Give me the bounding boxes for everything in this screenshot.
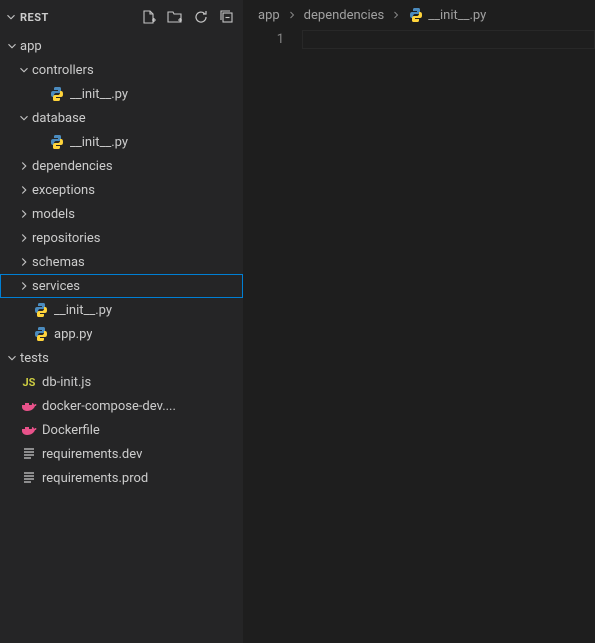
chevron-right-icon[interactable] <box>16 230 32 246</box>
twisty-spacer <box>4 446 20 462</box>
collapse-all-icon[interactable] <box>219 9 235 25</box>
python-file-icon <box>32 302 50 318</box>
file-item[interactable]: Dockerfile <box>0 418 243 442</box>
folder-item[interactable]: controllers <box>0 58 243 82</box>
refresh-icon[interactable] <box>193 9 209 25</box>
explorer-title: REST <box>20 11 141 24</box>
breadcrumb-item[interactable]: dependencies <box>304 8 385 23</box>
folder-item[interactable]: exceptions <box>0 178 243 202</box>
docker-file-icon <box>20 398 38 414</box>
tree-item-label: tests <box>20 351 49 366</box>
tree-item-label: docker-compose-dev.... <box>42 399 176 414</box>
python-file-icon <box>48 134 66 150</box>
js-file-icon: JS <box>20 374 38 390</box>
folder-item[interactable]: app <box>0 34 243 58</box>
tree-item-label: app.py <box>54 327 92 342</box>
file-item[interactable]: requirements.prod <box>0 466 243 490</box>
chevron-down-icon[interactable] <box>16 62 32 78</box>
tree-item-label: database <box>32 111 86 126</box>
docker-file-icon <box>20 422 38 438</box>
breadcrumb-item[interactable]: __init__.py <box>408 7 486 23</box>
file-item[interactable]: requirements.dev <box>0 442 243 466</box>
folder-item[interactable]: services <box>0 274 243 298</box>
tree-item-label: repositories <box>32 231 100 246</box>
chevron-right-icon[interactable] <box>16 254 32 270</box>
editor-content[interactable] <box>302 30 595 643</box>
editor-body[interactable]: 1 <box>244 30 595 643</box>
explorer-actions <box>141 9 235 25</box>
tree-item-label: dependencies <box>32 159 113 174</box>
file-item[interactable]: JS db-init.js <box>0 370 243 394</box>
twisty-spacer <box>32 134 48 150</box>
folder-item[interactable]: tests <box>0 346 243 370</box>
chevron-right-icon[interactable] <box>16 278 32 294</box>
tree-item-label: services <box>32 279 80 294</box>
text-file-icon <box>20 446 38 462</box>
file-item[interactable]: docker-compose-dev.... <box>0 394 243 418</box>
twisty-spacer <box>4 374 20 390</box>
folder-item[interactable]: schemas <box>0 250 243 274</box>
folder-item[interactable]: dependencies <box>0 154 243 178</box>
tree-item-label: __init__.py <box>70 87 128 102</box>
breadcrumb-label: __init__.py <box>428 8 486 23</box>
new-folder-icon[interactable] <box>167 9 183 25</box>
chevron-right-icon[interactable] <box>16 182 32 198</box>
file-item[interactable]: __init__.py <box>0 82 243 106</box>
breadcrumb-separator-icon <box>390 9 402 21</box>
folder-item[interactable]: repositories <box>0 226 243 250</box>
tree-item-label: requirements.prod <box>42 471 148 486</box>
chevron-down-icon[interactable] <box>16 110 32 126</box>
python-file-icon <box>32 326 50 342</box>
twisty-spacer <box>4 398 20 414</box>
line-number: 1 <box>244 32 284 47</box>
twisty-spacer <box>4 422 20 438</box>
tree-item-label: db-init.js <box>42 375 91 390</box>
breadcrumb-item[interactable]: app <box>258 8 280 23</box>
twisty-spacer <box>16 302 32 318</box>
explorer-sidebar: REST app controllers __init__.py database __… <box>0 0 243 643</box>
file-item[interactable]: __init__.py <box>0 298 243 322</box>
chevron-down-icon <box>4 10 18 24</box>
tree-item-label: requirements.dev <box>42 447 142 462</box>
current-line-highlight <box>302 30 595 49</box>
file-item[interactable]: __init__.py <box>0 130 243 154</box>
tree-item-label: schemas <box>32 255 85 270</box>
chevron-down-icon[interactable] <box>4 350 20 366</box>
breadcrumb[interactable]: app dependencies __init__.py <box>244 0 595 30</box>
twisty-spacer <box>4 470 20 486</box>
twisty-spacer <box>32 86 48 102</box>
tree-item-label: controllers <box>32 63 94 78</box>
line-gutter: 1 <box>244 30 302 643</box>
chevron-right-icon[interactable] <box>16 158 32 174</box>
file-tree: app controllers __init__.py database __init_… <box>0 34 243 498</box>
tree-item-label: __init__.py <box>54 303 112 318</box>
explorer-header[interactable]: REST <box>0 0 243 34</box>
tree-item-label: __init__.py <box>70 135 128 150</box>
folder-item[interactable]: models <box>0 202 243 226</box>
breadcrumb-label: dependencies <box>304 8 385 23</box>
chevron-right-icon[interactable] <box>16 206 32 222</box>
breadcrumb-separator-icon <box>286 9 298 21</box>
new-file-icon[interactable] <box>141 9 157 25</box>
editor-pane: app dependencies __init__.py 1 <box>243 0 595 643</box>
file-item[interactable]: app.py <box>0 322 243 346</box>
twisty-spacer <box>16 326 32 342</box>
tree-item-label: Dockerfile <box>42 423 100 438</box>
folder-item[interactable]: database <box>0 106 243 130</box>
python-file-icon <box>408 7 424 23</box>
breadcrumb-label: app <box>258 8 280 23</box>
chevron-down-icon[interactable] <box>4 38 20 54</box>
text-file-icon <box>20 470 38 486</box>
tree-item-label: app <box>20 39 42 54</box>
tree-item-label: exceptions <box>32 183 95 198</box>
python-file-icon <box>48 86 66 102</box>
tree-item-label: models <box>32 207 75 222</box>
